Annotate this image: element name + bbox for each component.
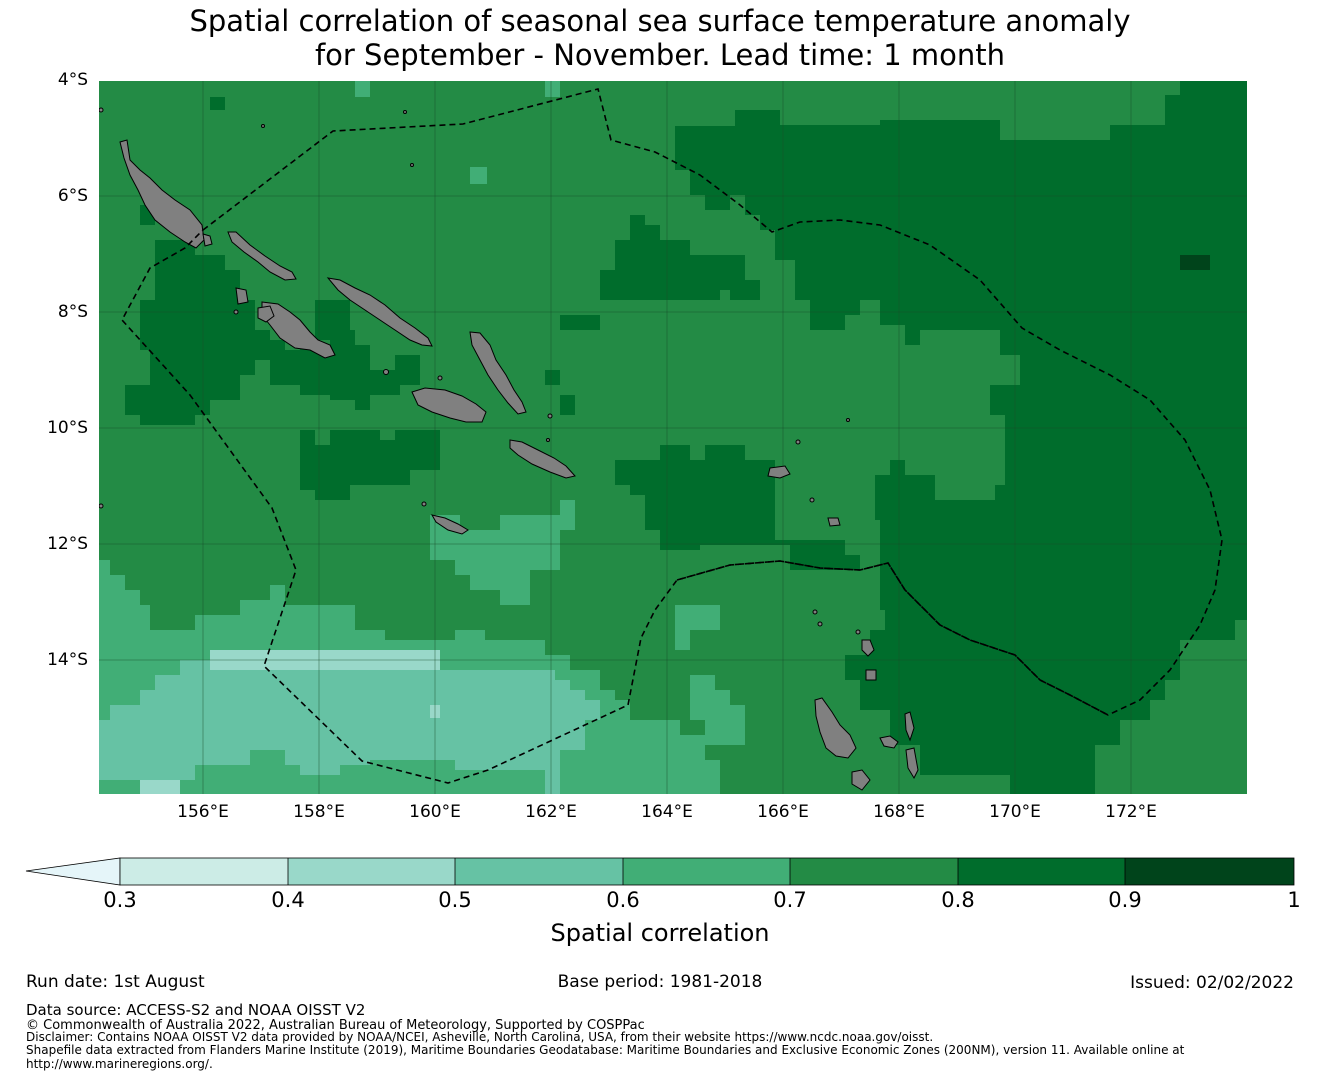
vanikoro-island <box>865 669 877 681</box>
espiritu-santo-island <box>814 697 857 759</box>
lon-tick-label: 156°E <box>177 802 229 822</box>
colorbar-tick-label: 0.7 <box>773 888 807 912</box>
correlation-map <box>99 81 1247 794</box>
pentecost-island <box>904 711 915 742</box>
guadalcanal-island <box>411 387 487 423</box>
colorbar-segment <box>120 858 288 885</box>
field-high <box>125 81 1247 794</box>
colorbar-tick-label: 0.3 <box>103 888 137 912</box>
colorbar-segment <box>790 858 958 885</box>
solomon-islands-eez <box>121 88 1223 784</box>
data-source: Data source: ACCESS-S2 and NOAA OISST V2 <box>26 1001 366 1019</box>
lon-tick-label: 160°E <box>409 802 461 822</box>
lon-tick-label: 166°E <box>757 802 809 822</box>
issued-date: Issued: 02/02/2022 <box>1130 973 1294 993</box>
vella-lavella-island <box>257 305 275 323</box>
base-period: Base period: 1981-2018 <box>557 972 763 992</box>
new-georgia-island <box>261 301 336 359</box>
field-very-high <box>1180 255 1210 270</box>
treasury-island <box>202 233 213 247</box>
colorbar-segment <box>455 858 623 885</box>
lon-tick-label: 164°E <box>641 802 693 822</box>
lon-tick-label: 158°E <box>293 802 345 822</box>
colorbar-tick-marks <box>287 858 1126 885</box>
land-masses <box>99 107 919 791</box>
colorbar-segment <box>958 858 1125 885</box>
lon-tick-label: 172°E <box>1105 802 1157 822</box>
epi-island <box>905 747 919 780</box>
lat-tick-label: 6°S <box>57 186 88 206</box>
lat-tick-label: 10°S <box>47 418 88 438</box>
lon-tick-label: 168°E <box>873 802 925 822</box>
lon-tick-label: 162°E <box>525 802 577 822</box>
copyright-note: © Commonwealth of Australia 2022, Austra… <box>26 1018 645 1033</box>
lat-tick-label: 8°S <box>57 302 88 322</box>
colorbar-segment <box>1125 858 1294 885</box>
ambae-island <box>861 639 875 657</box>
makira-island <box>509 439 576 479</box>
shapefile-note: Shapefile data extracted from Flanders M… <box>26 1043 1185 1057</box>
colorbar-outline <box>119 857 1295 886</box>
colorbar-segment <box>288 858 455 885</box>
disclaimer-note: Disclaimer: Contains NOAA OISST V2 data … <box>26 1030 934 1044</box>
malaita-island <box>469 331 527 415</box>
choiseul-island <box>227 231 297 281</box>
shapefile-url: http://www.marineregions.org/. <box>26 1057 213 1071</box>
colorbar-tick-label: 0.5 <box>438 888 472 912</box>
map-title: Spatial correlation of seasonal sea surf… <box>0 4 1320 72</box>
title-line-1: Spatial correlation of seasonal sea surf… <box>189 4 1131 38</box>
colorbar-tick-label: 0.9 <box>1108 888 1142 912</box>
lat-tick-label: 12°S <box>47 534 88 554</box>
run-date: Run date: 1st August <box>26 972 205 992</box>
colorbar-tick-label: 0.8 <box>941 888 975 912</box>
colorbar-tick-label: 1 <box>1287 888 1301 912</box>
colorbar-extend-arrow <box>25 857 121 886</box>
lon-tick-label: 170°E <box>989 802 1041 822</box>
vanuatu-eez <box>676 560 1109 716</box>
colorbar-label: Spatial correlation <box>550 919 770 947</box>
eez-boundaries <box>121 88 1223 784</box>
lat-tick-label: 4°S <box>57 70 88 90</box>
lat-tick-label: 14°S <box>47 650 88 670</box>
malakula-island <box>879 735 899 749</box>
santa-isabel-island <box>326 277 433 347</box>
utupua-island <box>827 517 841 527</box>
efate-island <box>851 769 871 791</box>
field-low <box>99 660 600 794</box>
kolombangara-island <box>235 287 249 305</box>
ndeni-island <box>767 465 791 479</box>
colorbar-tick-label: 0.6 <box>606 888 640 912</box>
rennell-island <box>430 514 469 535</box>
colorbar-tick-label: 0.4 <box>271 888 305 912</box>
colorbar-segment <box>623 858 790 885</box>
title-line-2: for September - November. Lead time: 1 m… <box>314 38 1006 72</box>
